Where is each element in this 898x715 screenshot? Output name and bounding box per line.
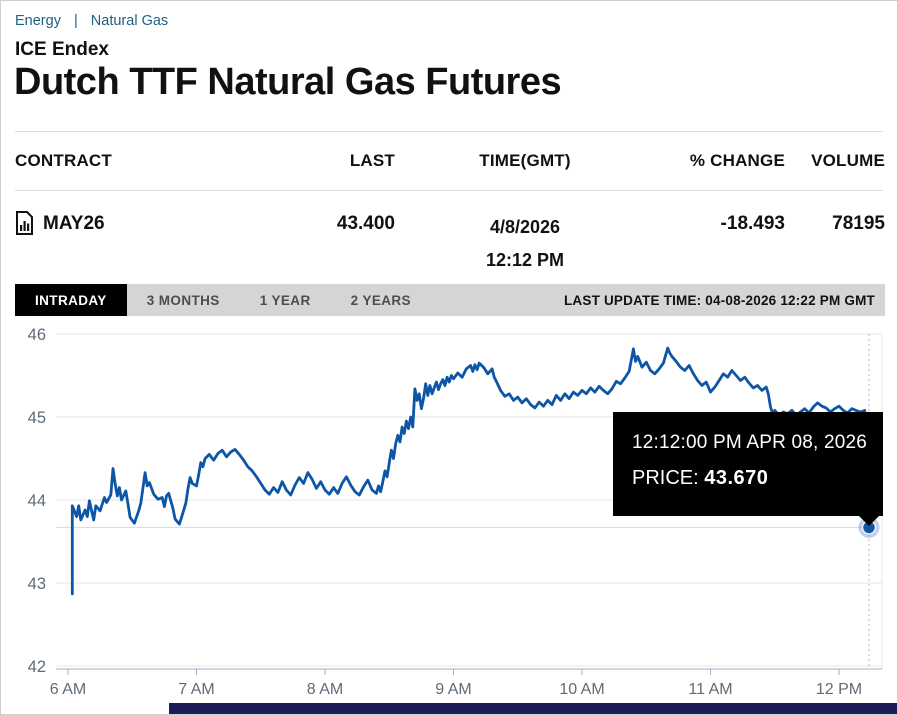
range-tabbar: INTRADAY 3 MONTHS 1 YEAR 2 YEARS LAST UPDAT… <box>15 284 885 316</box>
quote-time: 12:12 PM <box>485 250 565 270</box>
tooltip-timestamp: 12:12:00 PM APR 08, 2026 <box>632 432 868 453</box>
last-update-time: LAST UPDATE TIME: 04-08-2026 12:22 PM GM… <box>563 292 875 308</box>
breadcrumb: Energy | Natural Gas <box>15 13 168 29</box>
breadcrumb-link-natural-gas[interactable]: Natural Gas <box>90 13 169 29</box>
breadcrumb-link-energy[interactable]: Energy <box>15 13 61 29</box>
volume-value: 78195 <box>832 213 885 234</box>
page-title: Dutch TTF Natural Gas Futures <box>14 61 562 103</box>
table-top-divider <box>15 131 883 132</box>
y-tick-label: 42 <box>28 658 46 676</box>
bottom-scroll-bar <box>169 703 897 714</box>
x-tick-label: 9 AM <box>435 681 471 698</box>
contract-label: MAY26 <box>43 213 105 234</box>
tooltip-price-value: 43.670 <box>704 467 769 489</box>
price-line <box>70 346 871 596</box>
exchange-name: ICE Endex <box>15 39 109 60</box>
last-price-value: 43.400 <box>336 213 395 234</box>
x-tick-label: 11 AM <box>688 681 732 698</box>
tooltip-price-row: PRICE: 43.670 <box>632 467 883 490</box>
quote-time-cell: 4/8/2026 12:12 PM <box>395 191 655 277</box>
x-tick-label: 7 AM <box>178 681 214 698</box>
y-tick-label: 46 <box>28 326 46 344</box>
column-header-last: LAST <box>349 151 395 170</box>
tab-intraday[interactable]: INTRADAY <box>15 284 127 316</box>
tab-3-months[interactable]: 3 MONTHS <box>146 292 220 308</box>
column-header-pct-change: % CHANGE <box>689 151 785 170</box>
quote-date: 4/8/2026 <box>489 217 561 237</box>
contract-link[interactable]: MAY26 <box>15 191 275 277</box>
x-tick-label: 12 PM <box>816 681 862 698</box>
x-tick-label: 10 AM <box>559 681 604 698</box>
table-row: MAY26 43.400 4/8/2026 12:12 PM -18.493 7… <box>15 191 885 277</box>
chart-document-icon <box>16 211 33 235</box>
x-tick-label: 6 AM <box>50 681 86 698</box>
table-header-divider <box>15 190 883 191</box>
tab-1-year[interactable]: 1 YEAR <box>259 292 311 308</box>
y-tick-label: 44 <box>28 492 46 510</box>
x-tick-label: 8 AM <box>307 681 343 698</box>
column-header-time: TIME(GMT) <box>479 151 571 170</box>
y-tick-label: 43 <box>28 575 46 593</box>
quote-table-header: CONTRACT LAST TIME(GMT) % CHANGE VOLUME <box>15 132 885 190</box>
y-tick-label: 45 <box>28 409 46 427</box>
column-header-volume: VOLUME <box>811 151 885 170</box>
tooltip-arrow <box>858 515 880 526</box>
chart-tooltip: 12:12:00 PM APR 08, 2026 PRICE: 43.670 <box>613 412 883 526</box>
tab-2-years[interactable]: 2 YEARS <box>350 292 411 308</box>
breadcrumb-separator: | <box>73 13 78 29</box>
tooltip-price-label: PRICE: <box>632 467 705 489</box>
tabbar-spacer <box>431 284 564 316</box>
intraday-chart: 42 43 44 45 46 6 AM 7 AM 8 AM 9 AM 10 AM 11 AM 12 P… <box>1 321 897 705</box>
column-header-contract: CONTRACT <box>15 151 112 170</box>
pct-change-value: -18.493 <box>720 213 785 234</box>
